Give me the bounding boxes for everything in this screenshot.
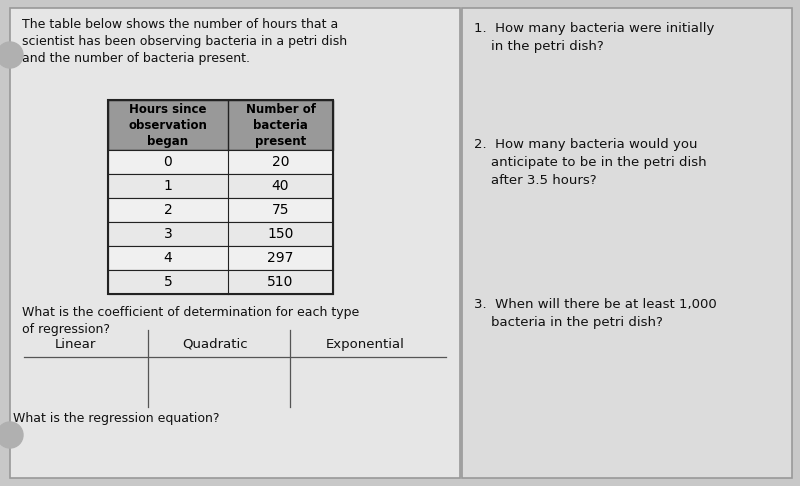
Bar: [108, 198, 333, 222]
Circle shape: [0, 422, 23, 448]
Text: 2: 2: [164, 203, 172, 217]
Bar: [108, 270, 333, 294]
Circle shape: [0, 42, 23, 68]
Text: 3.  When will there be at least 1,000
    bacteria in the petri dish?: 3. When will there be at least 1,000 bac…: [474, 298, 717, 329]
Text: What is the regression equation?: What is the regression equation?: [13, 412, 219, 425]
Text: 75: 75: [272, 203, 290, 217]
Text: Number of
bacteria
present: Number of bacteria present: [246, 103, 315, 147]
Bar: [108, 150, 333, 174]
Text: 150: 150: [267, 227, 294, 241]
Text: 4: 4: [164, 251, 172, 265]
Text: Quadratic: Quadratic: [182, 337, 248, 350]
Bar: [108, 246, 333, 270]
Bar: [108, 100, 333, 150]
Text: What is the coefficient of determination for each type
of regression?: What is the coefficient of determination…: [22, 306, 359, 336]
Bar: [108, 222, 333, 246]
Text: Hours since
observation
began: Hours since observation began: [129, 103, 207, 147]
Bar: [462, 8, 792, 478]
Text: 0: 0: [164, 155, 172, 169]
Text: 2.  How many bacteria would you
    anticipate to be in the petri dish
    after: 2. How many bacteria would you anticipat…: [474, 138, 706, 187]
Text: 40: 40: [272, 179, 290, 193]
Bar: [108, 100, 333, 294]
Text: 1: 1: [163, 179, 173, 193]
Text: The table below shows the number of hours that a
scientist has been observing ba: The table below shows the number of hour…: [22, 18, 347, 65]
Bar: [10, 8, 460, 478]
Text: Exponential: Exponential: [326, 337, 405, 350]
Text: 297: 297: [267, 251, 294, 265]
Text: 20: 20: [272, 155, 290, 169]
Text: Linear: Linear: [54, 337, 96, 350]
Bar: [108, 174, 333, 198]
Text: 3: 3: [164, 227, 172, 241]
Text: 1.  How many bacteria were initially
    in the petri dish?: 1. How many bacteria were initially in t…: [474, 22, 714, 53]
Text: 5: 5: [164, 275, 172, 289]
Text: 510: 510: [267, 275, 294, 289]
